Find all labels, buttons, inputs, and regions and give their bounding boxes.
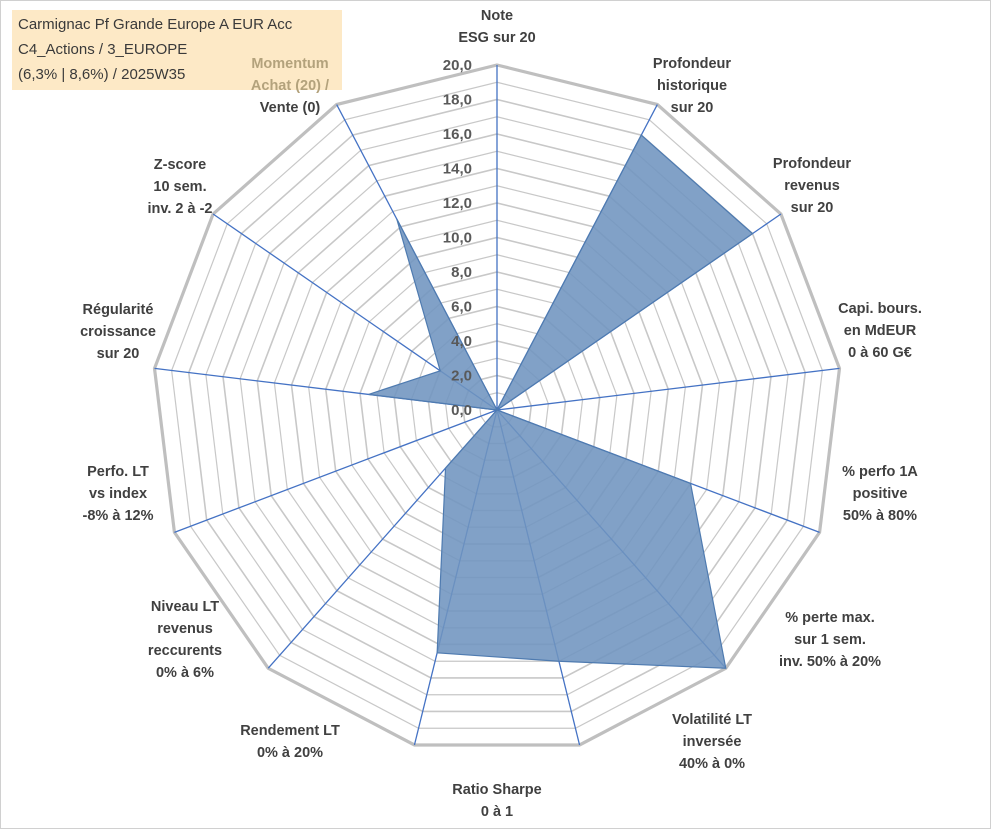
tick-label: 4,0 [451,333,472,350]
axis-label-line: sur 20 [791,200,834,216]
axis-label-line: Momentum [251,56,328,72]
tick-label: 16,0 [443,126,472,143]
grid-ring [239,150,755,662]
axis-label-line: Volatilité LT [672,712,752,728]
tick-label: 18,0 [443,92,472,109]
axis-label-line: inversée [683,734,742,750]
radar-tick-labels: 0,0 2,0 4,0 6,0 8,0 10,0 12,0 14,0 16,0 18,0 20,0 [443,57,472,419]
axis-label-line: reccurents [148,643,222,659]
tick-label: 8,0 [451,264,472,281]
grid-ring [205,116,789,696]
axis-label: Ratio Sharpe 0 à 1 [452,782,541,820]
axis-label: % perfo 1A positive 50% à 80% [842,464,918,524]
radar-spoke [174,409,498,533]
axis-label-line: 40% à 0% [679,756,745,772]
axis-label-line: Achat (20) / [251,78,329,94]
grid-ring [171,81,823,729]
fund-performance-week: (6,3% | 8,6%) / 2025W35 [18,66,186,83]
axis-label-line: Ratio Sharpe [452,782,541,798]
tick-label: 0,0 [451,402,472,419]
axis-label-line: Rendement LT [240,723,340,739]
radar-spoke [496,367,840,411]
fund-info-box: Carmignac Pf Grande Europe A EUR Acc C4_… [12,10,342,90]
axis-label-line: Niveau LT [151,599,219,615]
axis-label-line: vs index [89,486,147,502]
axis-label: Perfo. LT vs index -8% à 12% [83,464,154,524]
axis-label-line: 0 à 60 G€ [848,345,912,361]
axis-label-line: 0 à 1 [481,804,513,820]
fund-category: C4_Actions / 3_EUROPE [18,41,188,58]
axis-label: % perte max. sur 1 sem. inv. 50% à 20% [779,610,881,670]
axis-label-line: revenus [784,178,840,194]
grid-ring [187,98,807,713]
axis-label-line: croissance [80,324,156,340]
axis-label-line: revenus [157,621,213,637]
axis-label: Z-score 10 sem. inv. 2 à -2 [147,157,212,217]
tick-label: 6,0 [451,299,472,316]
axis-label: Volatilité LT inversée 40% à 0% [672,712,752,772]
tick-label: 2,0 [451,368,472,385]
axis-label-line: sur 1 sem. [794,632,866,648]
axis-label: Niveau LT revenus reccurents 0% à 6% [148,599,222,681]
axis-label-line: sur 20 [671,100,714,116]
grid-ring [222,133,772,679]
axis-label: Rendement LT 0% à 20% [240,723,340,761]
tick-label: 20,0 [443,57,472,74]
axis-label: Régularité croissance sur 20 [80,302,156,362]
axis-label-line: sur 20 [97,346,140,362]
axis-label: Profondeur revenus sur 20 [773,156,851,216]
axis-label: Note ESG sur 20 [458,8,535,46]
axis-label: Profondeur historique sur 20 [653,56,731,116]
axis-label-line: 0% à 6% [156,665,214,681]
axis-label-line: positive [853,486,908,502]
axis-label-line: historique [657,78,727,94]
grid-ring [152,63,842,747]
axis-label: Capi. bours. en MdEUR 0 à 60 G€ [838,301,922,361]
radar-series [368,134,754,669]
axis-label-line: Perfo. LT [87,464,149,480]
axis-label-line: inv. 2 à -2 [147,201,212,217]
radar-axis-labels: Note ESG sur 20 Profondeur historique sur 20… [80,8,922,820]
axis-label-line: inv. 50% à 20% [779,654,881,670]
axis-label-line: % perfo 1A [842,464,918,480]
radar-series-area [368,134,754,669]
axis-label-line: Note [481,8,513,24]
axis-label-line: Profondeur [773,156,851,172]
axis-label-line: 50% à 80% [843,508,917,524]
axis-label-line: Profondeur [653,56,731,72]
axis-label-line: Régularité [83,302,154,318]
axis-label-line: 10 sem. [153,179,206,195]
axis-label-line: -8% à 12% [83,508,154,524]
axis-label-line: % perte max. [785,610,874,626]
fund-name: Carmignac Pf Grande Europe A EUR Acc [18,16,293,33]
axis-label-line: ESG sur 20 [458,30,535,46]
tick-label: 14,0 [443,161,472,178]
tick-label: 10,0 [443,230,472,247]
axis-label-line: Vente (0) [260,100,321,116]
axis-label-momentum: Momentum Achat (20) / Vente (0) [251,56,329,116]
axis-label-line: 0% à 20% [257,745,323,761]
axis-label-line: en MdEUR [844,323,917,339]
axis-label-line: Capi. bours. [838,301,922,317]
axis-label-line: Z-score [154,157,206,173]
tick-label: 12,0 [443,195,472,212]
